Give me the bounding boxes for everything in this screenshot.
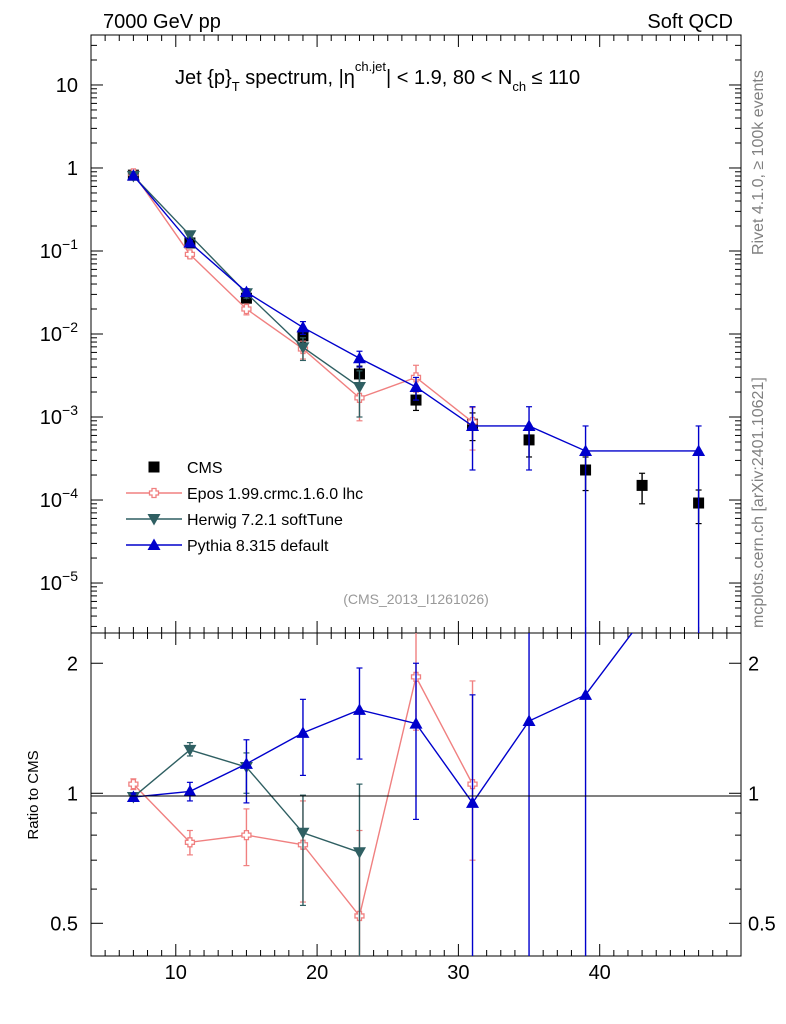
legend-label: Herwig 7.2.1 softTune — [187, 512, 343, 529]
ratio-error-bar — [528, 633, 530, 956]
legend-item: Pythia 8.315 default — [126, 538, 329, 555]
y-tick-label: 10 — [56, 75, 78, 97]
ratio-error-bar — [299, 794, 306, 907]
ratio-series-layer — [126, 633, 633, 956]
data-point — [466, 419, 480, 431]
ratio-y-tick-label-right: 0.5 — [748, 913, 776, 935]
ratio-point — [522, 714, 536, 727]
ratio-y-tick-label-right: 1 — [748, 783, 759, 805]
legend-marker — [147, 514, 161, 526]
data-point — [692, 444, 706, 456]
error-bar — [582, 425, 589, 633]
mcplots-credit-label: mcplots.cern.ch [arXiv:2401.10621] — [750, 377, 767, 628]
x-tick-label: 30 — [447, 962, 469, 984]
series-open-cross — [128, 168, 478, 451]
series-line — [132, 173, 473, 423]
data-point — [241, 303, 252, 315]
error-bar — [695, 425, 702, 633]
ratio-point — [183, 744, 197, 757]
ratio-point — [296, 827, 310, 840]
data-point — [183, 230, 197, 242]
x-tick-label: 10 — [165, 962, 187, 984]
series-line — [132, 175, 360, 388]
category-label: Soft QCD — [647, 11, 733, 33]
y-tick-label: 10−2 — [40, 319, 78, 346]
y-tick-label: 1 — [67, 158, 78, 180]
data-point — [126, 169, 140, 181]
legend-label: CMS — [187, 460, 223, 477]
axis-ticks — [91, 34, 741, 956]
plot-title: Jet {p}T spectrum, |ηch.jet| < 1.9, 80 <… — [175, 59, 580, 94]
ratio-point — [183, 784, 197, 797]
rivet-version-label: Rivet 4.1.0, ≥ 100k events — [750, 70, 767, 255]
y-tick-label: 10−1 — [40, 236, 78, 263]
ratio-y-tick-label: 0.5 — [50, 913, 78, 935]
data-point — [636, 479, 648, 491]
legend-item: Epos 1.99.crmc.1.6.0 lhc — [126, 486, 363, 503]
data-point — [239, 285, 253, 298]
ratio-error-bar — [356, 783, 363, 956]
ratio-y-tick-label: 2 — [67, 653, 78, 675]
ratio-point — [239, 757, 253, 769]
y-tick-label: 10−4 — [40, 485, 78, 512]
legend: CMS Epos 1.99.crmc.1.6.0 lhc Herwig 7.2.1 … — [126, 460, 363, 555]
ratio-point — [296, 726, 310, 738]
ratio-point — [579, 688, 593, 700]
ratio-error-bar — [413, 662, 419, 820]
data-point — [184, 249, 196, 260]
legend-marker — [148, 487, 160, 499]
ratio-y-tick-label-right: 2 — [748, 653, 759, 675]
x-tick-label: 40 — [589, 962, 611, 984]
legend-marker — [147, 538, 161, 550]
data-point — [409, 380, 423, 392]
error-bar — [356, 370, 363, 418]
legend-label: Epos 1.99.crmc.1.6.0 lhc — [187, 486, 363, 503]
ratio-point — [352, 847, 366, 859]
y-tick-label: 10−5 — [40, 568, 78, 595]
ratio-y-tick-label: 1 — [67, 783, 78, 805]
data-point — [296, 342, 310, 354]
y-tick-labels: 10 1 10−1 10−2 10−3 10−4 10−5 2 2 1 1 0.5 0.5 — [40, 75, 776, 935]
main-series-layer — [126, 168, 706, 633]
legend-item: CMS — [148, 460, 223, 477]
error-bar — [469, 406, 476, 471]
ratio-point — [241, 829, 252, 841]
analysis-id-label: (CMS_2013_I1261026) — [343, 591, 489, 607]
ratio-axis-label: Ratio to CMS — [25, 750, 42, 839]
series-triangle-up — [126, 169, 706, 633]
data-point — [297, 330, 309, 342]
ratio-point — [128, 778, 139, 790]
legend-label: Pythia 8.315 default — [187, 538, 329, 555]
ratio-point — [184, 837, 196, 848]
ratio-error-bar — [469, 694, 476, 956]
x-tick-label: 20 — [306, 962, 328, 984]
series-line — [132, 175, 699, 452]
ratio-error-bar — [584, 633, 587, 956]
data-point — [579, 444, 593, 456]
ratio-point — [409, 717, 423, 729]
data-point — [183, 236, 197, 248]
data-point — [296, 320, 310, 333]
legend-marker — [148, 461, 160, 473]
error-bar — [526, 406, 533, 471]
energy-label: 7000 GeV pp — [103, 11, 221, 33]
ratio-error-bar — [243, 739, 250, 804]
data-point — [352, 381, 366, 394]
data-point — [352, 351, 366, 364]
data-point — [522, 419, 536, 431]
ratio-line — [133, 633, 633, 805]
x-tick-labels: 10 20 30 40 — [165, 962, 611, 984]
legend-item: Herwig 7.2.1 softTune — [126, 512, 343, 529]
y-tick-label: 10−3 — [40, 402, 78, 429]
ratio-point — [466, 796, 480, 808]
ratio-point — [352, 703, 366, 715]
